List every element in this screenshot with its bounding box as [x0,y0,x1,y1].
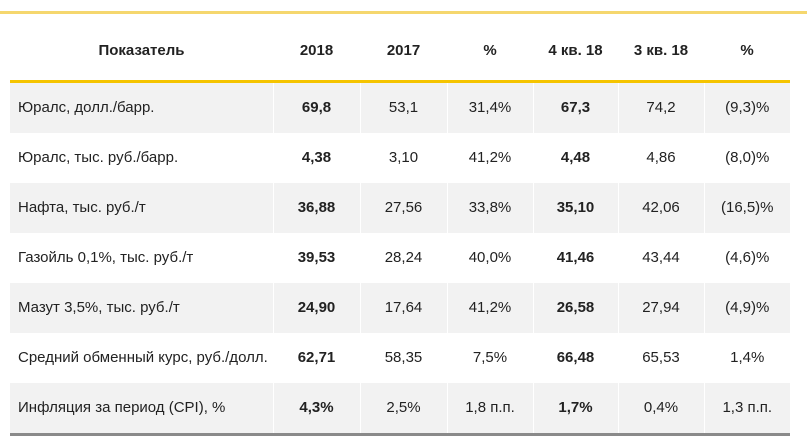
cell-value: 41,2% [446,283,533,333]
column-header: 2018 [273,20,360,83]
cell-value: 27,94 [617,283,704,333]
cell-value: 2,5% [359,383,447,436]
table-row: Нафта, тыс. руб./т 36,88 27,56 33,8% 35,10 42… [10,183,790,233]
cell-value: 58,35 [359,333,447,383]
cell-value: 1,7% [532,383,618,436]
cell-value: 4,48 [532,133,618,183]
row-label: Мазут 3,5%, тыс. руб./т [10,283,273,333]
column-header: 3 кв. 18 [618,20,704,83]
cell-value: (4,9)% [703,283,790,333]
cell-value: (8,0)% [703,133,790,183]
table-row: Газойль 0,1%, тыс. руб./т 39,53 28,24 40,0%… [10,233,790,283]
cell-value: 41,46 [532,233,618,283]
header-row: Показатель 2018 2017% 4 кв. 18 3 кв. 18% [10,20,790,83]
cell-value: (4,6)% [703,233,790,283]
cell-value: 53,1 [359,81,447,133]
table-row: Мазут 3,5%, тыс. руб./т 24,90 17,64 41,2% 26… [10,283,790,333]
column-header: Показатель [10,20,273,83]
cell-value: 74,2 [617,81,704,133]
cell-value: 62,71 [272,333,360,383]
cell-value: 65,53 [617,333,704,383]
cell-value: 42,06 [617,183,704,233]
cell-value: (16,5)% [703,183,790,233]
cell-value: 0,4% [617,383,704,436]
cell-value: 33,8% [446,183,533,233]
cell-value: 28,24 [359,233,447,283]
column-header: 4 кв. 18 [533,20,618,83]
cell-value: 26,58 [532,283,618,333]
cell-value: 27,56 [359,183,447,233]
cell-value: 31,4% [446,81,533,133]
row-label: Юралс, долл./барр. [10,81,273,133]
cell-value: 1,4% [703,333,790,383]
cell-value: 17,64 [359,283,447,333]
column-header: % [704,20,790,83]
table-row: Юралс, тыс. руб./барр. 4,38 3,10 41,2% 4,48 4… [10,133,790,183]
cell-value: 7,5% [446,333,533,383]
cell-value: 41,2% [446,133,533,183]
cell-value: 35,10 [532,183,618,233]
cell-value: 40,0% [446,233,533,283]
cell-value: 36,88 [272,183,360,233]
top-accent-line [0,11,807,14]
cell-value: 43,44 [617,233,704,283]
cell-value: 4,38 [272,133,360,183]
cell-value: 66,48 [532,333,618,383]
cell-value: 1,8 п.п. [446,383,533,436]
row-label: Инфляция за период (CPI), % [10,383,273,436]
cell-value: 67,3 [532,81,618,133]
cell-value: 3,10 [359,133,447,183]
column-header: 2017 [360,20,447,83]
cell-value: 1,3 п.п. [703,383,790,436]
row-label: Газойль 0,1%, тыс. руб./т [18,249,194,266]
indicators-table: Показатель 2018 2017% 4 кв. 18 3 кв. 18% Юра… [10,20,790,436]
cell-value: 24,90 [272,283,360,333]
cell-value: 69,8 [272,81,360,133]
row-label: Средний обменный курс, руб./долл. [18,349,268,366]
column-header: % [447,20,533,83]
table-row: Инфляция за период (CPI), % 4,3% 2,5% 1,8 п… [10,383,790,436]
cell-value: 4,3% [272,383,360,436]
cell-value: (9,3)% [703,81,790,133]
row-label: Юралс, тыс. руб./барр. [18,149,179,166]
cell-value: 39,53 [272,233,360,283]
table-row: Средний обменный курс, руб./долл. 62,71 58… [10,333,790,383]
table-row: Юралс, долл./барр. 69,8 53,1 31,4% 67,3 74,2(… [10,81,790,133]
cell-value: 4,86 [617,133,704,183]
row-label: Нафта, тыс. руб./т [10,183,273,233]
